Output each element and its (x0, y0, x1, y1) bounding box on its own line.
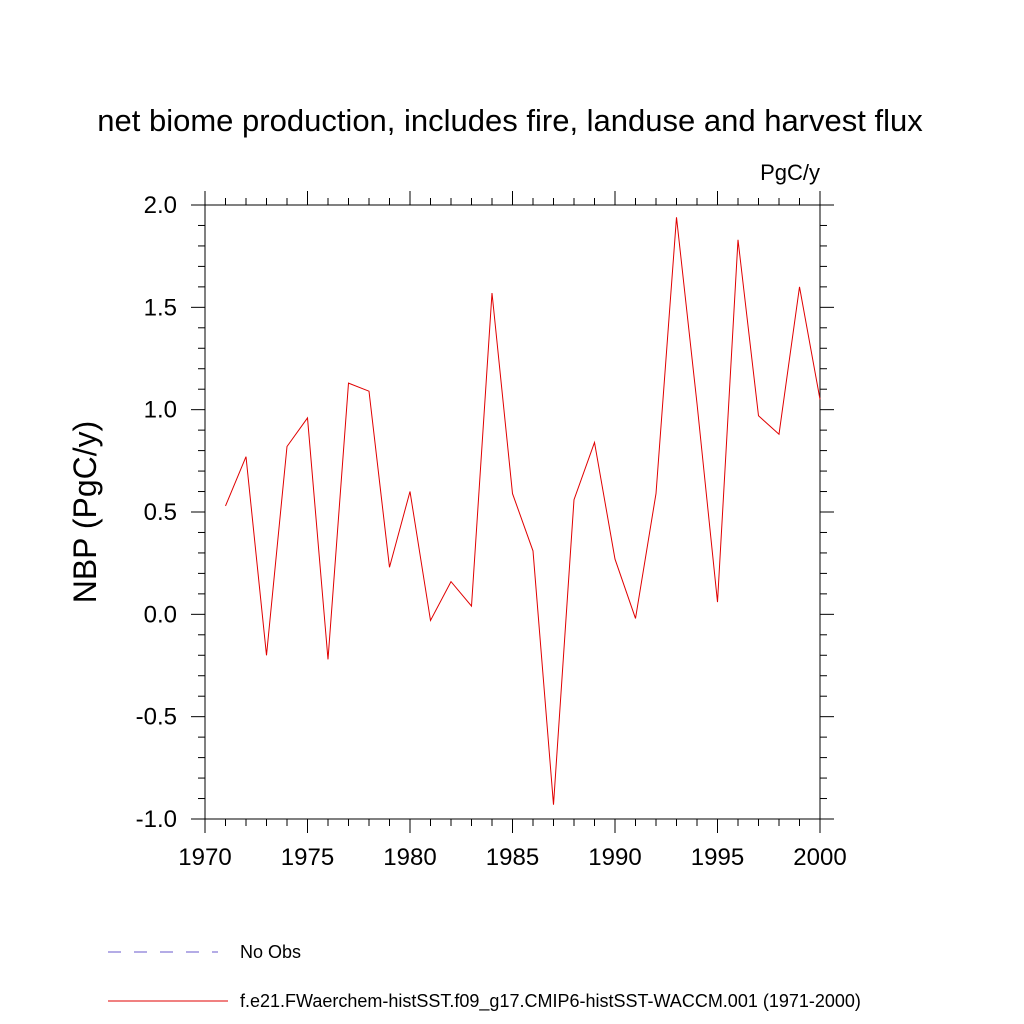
legend: No Obs f.e21.FWaerchem-histSST.f09_g17.CM… (108, 942, 861, 1012)
x-tick-labels: 1970 1975 1980 1985 1990 1995 2000 (178, 844, 846, 871)
legend-label: f.e21.FWaerchem-histSST.f09_g17.CMIP6-hi… (240, 991, 861, 1012)
x-tick-label: 1995 (691, 844, 744, 871)
y-axis-label: NBP (PgC/y) (67, 421, 103, 604)
legend-label: No Obs (240, 942, 301, 962)
y-tick-label: 0.5 (144, 499, 177, 526)
y-tick-label: 1.5 (144, 294, 177, 321)
x-tick-label: 2000 (793, 844, 846, 871)
x-tick-label: 1975 (281, 844, 334, 871)
y-tick-label: 0.0 (144, 601, 177, 628)
chart-title: net biome production, includes fire, lan… (97, 103, 923, 138)
x-tick-label: 1970 (178, 844, 231, 871)
x-tick-label: 1990 (588, 844, 641, 871)
y-tick-labels: -1.0 -0.5 0.0 0.5 1.0 1.5 2.0 (136, 192, 177, 833)
plot-frame (204, 204, 821, 820)
minor-ticks (198, 198, 827, 826)
major-ticks (191, 191, 834, 833)
y-tick-label: -0.5 (136, 704, 177, 731)
y-tick-label: 2.0 (144, 192, 177, 219)
x-tick-label: 1980 (383, 844, 436, 871)
x-tick-label: 1985 (486, 844, 539, 871)
series-line (225, 217, 821, 805)
units-label: PgC/y (760, 160, 820, 185)
series-layer (225, 217, 821, 805)
y-tick-label: -1.0 (136, 806, 177, 833)
y-tick-label: 1.0 (144, 397, 177, 424)
